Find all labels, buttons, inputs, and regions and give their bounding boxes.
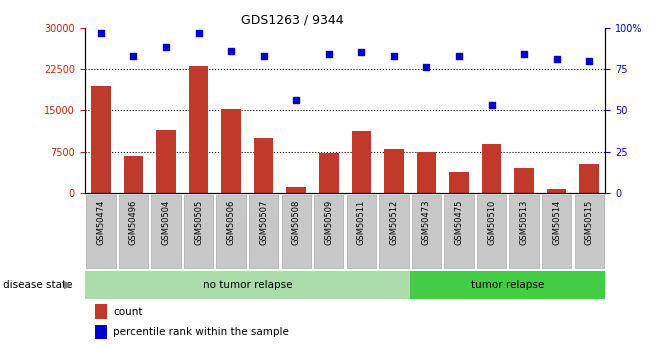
Text: count: count xyxy=(113,307,143,317)
Bar xyxy=(156,130,176,193)
Bar xyxy=(352,131,371,193)
Bar xyxy=(319,153,339,193)
Point xyxy=(291,98,301,103)
Text: GSM50504: GSM50504 xyxy=(161,199,171,245)
Text: GSM50473: GSM50473 xyxy=(422,199,431,245)
Point xyxy=(421,65,432,70)
FancyBboxPatch shape xyxy=(282,195,311,268)
FancyBboxPatch shape xyxy=(575,195,604,268)
Bar xyxy=(286,187,306,193)
Text: GSM50496: GSM50496 xyxy=(129,199,138,245)
Text: GSM50513: GSM50513 xyxy=(519,199,529,245)
Point xyxy=(226,48,236,53)
FancyBboxPatch shape xyxy=(412,195,441,268)
Text: GSM50511: GSM50511 xyxy=(357,199,366,245)
FancyBboxPatch shape xyxy=(445,195,474,268)
Bar xyxy=(124,156,143,193)
Point xyxy=(486,103,497,108)
Point xyxy=(128,53,139,59)
Bar xyxy=(254,138,273,193)
Text: GSM50475: GSM50475 xyxy=(454,199,464,245)
FancyBboxPatch shape xyxy=(380,195,409,268)
Bar xyxy=(449,172,469,193)
Bar xyxy=(482,144,501,193)
Text: GSM50510: GSM50510 xyxy=(487,199,496,245)
FancyBboxPatch shape xyxy=(85,270,410,298)
FancyBboxPatch shape xyxy=(510,195,539,268)
Point xyxy=(584,58,594,63)
Bar xyxy=(189,66,208,193)
Bar xyxy=(417,152,436,193)
Text: GSM50507: GSM50507 xyxy=(259,199,268,245)
Text: no tumor relapse: no tumor relapse xyxy=(202,280,292,289)
Bar xyxy=(514,168,534,193)
Point xyxy=(519,51,529,57)
FancyBboxPatch shape xyxy=(184,195,214,268)
Text: GSM50509: GSM50509 xyxy=(324,199,333,245)
Text: tumor relapse: tumor relapse xyxy=(471,280,544,289)
FancyBboxPatch shape xyxy=(347,195,376,268)
FancyBboxPatch shape xyxy=(314,195,344,268)
FancyBboxPatch shape xyxy=(249,195,279,268)
Point xyxy=(389,53,399,59)
Point xyxy=(258,53,269,59)
Point xyxy=(551,56,562,62)
Point xyxy=(161,45,171,50)
Bar xyxy=(579,165,599,193)
Text: GSM50505: GSM50505 xyxy=(194,199,203,245)
Bar xyxy=(95,325,107,339)
Bar xyxy=(384,149,404,193)
Point xyxy=(356,50,367,55)
Bar xyxy=(95,304,107,319)
Bar xyxy=(547,189,566,193)
FancyBboxPatch shape xyxy=(151,195,181,268)
Text: GSM50474: GSM50474 xyxy=(96,199,105,245)
FancyBboxPatch shape xyxy=(86,195,116,268)
Text: disease state: disease state xyxy=(3,280,73,289)
Text: GSM50514: GSM50514 xyxy=(552,199,561,245)
FancyBboxPatch shape xyxy=(217,195,246,268)
Bar xyxy=(221,109,241,193)
Text: GSM50512: GSM50512 xyxy=(389,199,398,245)
Point xyxy=(454,53,464,59)
Point xyxy=(324,51,334,57)
Bar xyxy=(91,86,111,193)
Text: GSM50508: GSM50508 xyxy=(292,199,301,245)
Text: percentile rank within the sample: percentile rank within the sample xyxy=(113,327,289,337)
Text: GDS1263 / 9344: GDS1263 / 9344 xyxy=(241,13,344,27)
FancyBboxPatch shape xyxy=(410,270,605,298)
Text: ▶: ▶ xyxy=(64,280,73,289)
FancyBboxPatch shape xyxy=(542,195,572,268)
Point xyxy=(193,30,204,35)
FancyBboxPatch shape xyxy=(119,195,148,268)
Text: GSM50515: GSM50515 xyxy=(585,199,594,245)
Text: GSM50506: GSM50506 xyxy=(227,199,236,245)
FancyBboxPatch shape xyxy=(477,195,506,268)
Point xyxy=(96,30,106,35)
